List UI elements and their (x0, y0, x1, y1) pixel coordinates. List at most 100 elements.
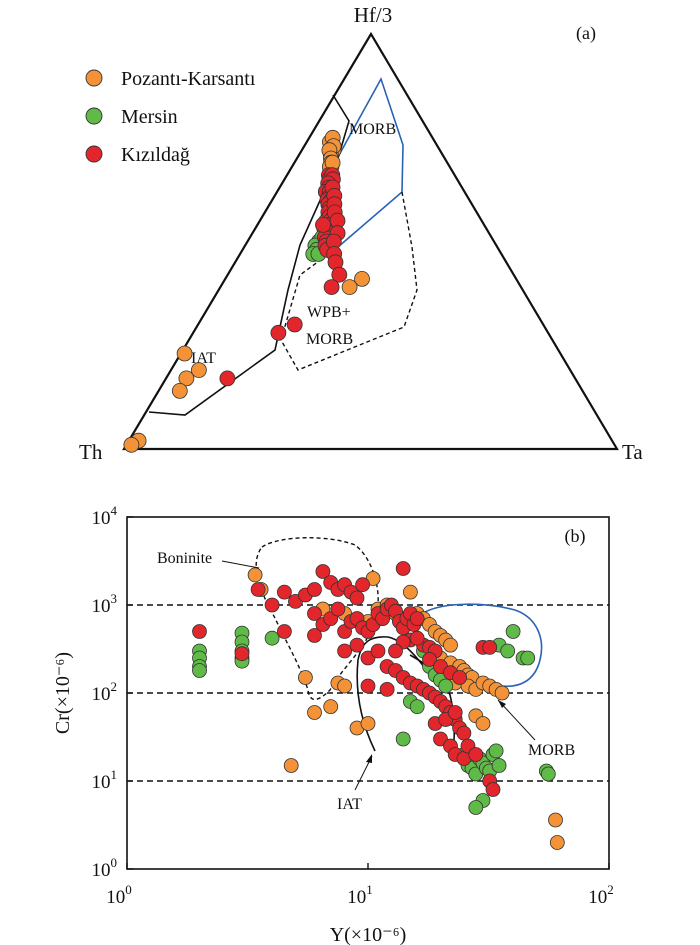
ternary-point-pozant-karsant-20 (341, 279, 358, 296)
panel-label-b: (b) (565, 526, 586, 547)
legend-marker-kizildag (85, 145, 103, 163)
legend: Pozantı-Karsantı Mersin Kızıldağ (85, 68, 256, 166)
ternary-point-pozant-karsant-14 (190, 362, 207, 379)
plot-b-point-pozant-karsant-40 (283, 758, 299, 773)
plot-b-point-k-z-lda-69 (388, 643, 403, 659)
wpb-field-label-line1: WPB+ (307, 304, 351, 321)
plot-b-point-k-z-lda-70 (422, 652, 437, 667)
plot-b-point-pozant-karsant-39 (360, 716, 376, 731)
morb-arrowhead (498, 700, 506, 708)
boninite-label: Boninite (157, 550, 212, 567)
ternary-point-k-z-lda-33 (331, 266, 348, 283)
y-tick-label-1: 101 (92, 767, 118, 793)
x-axis-title: Y(×10⁻⁶) (330, 924, 407, 945)
morb-label-pointer (497, 699, 536, 741)
apex-label-top: Hf/3 (354, 3, 393, 27)
plot-b-point-mersin-16 (409, 699, 425, 714)
plot-b-point-mersin-35 (468, 800, 484, 815)
plot-b-point-k-z-lda-0 (192, 624, 207, 639)
legend-label-kizildag: Kızıldağ (121, 144, 190, 166)
plot-b-point-k-z-lda-78 (447, 705, 463, 720)
legend-label-pozanti: Pozantı-Karsantı (121, 68, 256, 90)
plot-b-point-mersin-3 (192, 663, 207, 678)
plot-b-point-k-z-lda-37 (276, 624, 292, 639)
ternary-point-k-z-lda-37 (219, 370, 236, 387)
plot-b-point-pozant-karsant-0 (247, 567, 263, 583)
plot-b-point-k-z-lda-38 (307, 628, 322, 643)
ternary-triangle (122, 31, 619, 451)
iat-field-label: IAT (191, 350, 216, 367)
x-tick-label-0: 100 (106, 882, 132, 908)
plot-b-point-k-z-lda-68 (379, 682, 395, 697)
plot-b-point-k-z-lda-4 (276, 584, 292, 600)
boninite-field-outline (255, 537, 379, 701)
iat-field-outline (148, 94, 350, 416)
ternary-point-k-z-lda-34 (323, 279, 340, 296)
plot-b-point-mersin-33 (491, 758, 507, 773)
ternary-point-pozant-karsant-16 (171, 382, 188, 399)
x-tick-label-2: 102 (588, 882, 614, 908)
morb-field-label: MORB (349, 121, 396, 138)
plot-b-point-k-z-lda-8 (315, 564, 331, 579)
plot-b-point-k-z-lda-14 (355, 577, 371, 593)
plot-b-point-k-z-lda-3 (264, 597, 280, 613)
plot-b-ticks: 100 101 102 100 101 102 103 104 (92, 503, 614, 908)
plot-b-point-pozant-karsant-37 (337, 678, 353, 694)
plot-b-point-pozant-karsant-32 (494, 685, 510, 701)
y-tick-label-4: 104 (92, 503, 118, 529)
apex-label-left: Th (79, 440, 103, 464)
plot-b-point-k-z-lda-13 (349, 590, 365, 606)
cr-y-panel: 100 101 102 100 101 102 103 104 (b) Boninite MO… (52, 503, 614, 945)
plot-b-point-mersin-14 (438, 678, 454, 694)
ternary-point-pozant-karsant-13 (176, 345, 193, 362)
plot-b-point-k-z-lda-1 (234, 646, 250, 662)
plot-b-point-k-z-lda-82 (485, 782, 501, 797)
ternary-point-k-z-lda-35 (286, 316, 303, 333)
y-tick-label-3: 103 (92, 591, 118, 617)
plot-b-point-mersin-37 (540, 766, 556, 782)
y-axis-title: Cr(×10⁻⁶) (52, 652, 74, 734)
plot-b-point-mersin-9 (264, 630, 280, 646)
ternary-point-k-z-lda-36 (270, 324, 287, 341)
y-tick-label-2: 102 (92, 679, 118, 705)
plot-b-point-pozant-karsant-33 (297, 670, 313, 685)
plot-b-point-mersin-20 (505, 624, 521, 639)
wpb-field-label-line2: MORB (306, 331, 353, 348)
iat-label-b: IAT (337, 796, 362, 813)
ternary-point-k-z-lda-38 (315, 216, 332, 233)
plot-b-points (192, 561, 565, 850)
plot-b-point-k-z-lda-36 (395, 561, 411, 576)
plot-b-point-k-z-lda-7 (307, 582, 322, 597)
morb-label-b: MORB (528, 742, 575, 759)
apex-label-right: Ta (622, 440, 643, 464)
plot-b-point-k-z-lda-39 (337, 643, 353, 659)
plot-b-point-pozant-karsant-34 (307, 705, 322, 720)
plot-b-point-mersin-19 (500, 643, 516, 659)
ternary-points (123, 129, 370, 453)
plot-b-point-k-z-lda-18 (330, 601, 346, 617)
plot-b-point-k-z-lda-40 (349, 637, 365, 653)
iat-arrowhead (366, 754, 372, 763)
plot-b-point-pozant-karsant-44 (549, 835, 565, 850)
plot-b-point-k-z-lda-65 (409, 630, 425, 646)
plot-b-point-k-z-lda-67 (360, 678, 376, 694)
plot-b-point-mersin-22 (520, 650, 536, 666)
legend-marker-mersin (85, 107, 103, 125)
y-tick-label-0: 100 (92, 855, 118, 881)
ternary-panel: Hf/3 Th Ta (a) MORB WPB+ MORB IAT Pozant… (79, 3, 643, 464)
ternary-point-pozant-karsant-19 (354, 270, 370, 287)
plot-b-point-pozant-karsant-11 (402, 584, 418, 600)
legend-label-mersin: Mersin (121, 106, 178, 128)
plot-b-point-k-z-lda-73 (452, 670, 468, 685)
plot-b-point-k-z-lda-15 (307, 606, 322, 621)
panel-label-a: (a) (576, 23, 596, 44)
ternary-point-pozant-karsant-15 (178, 370, 195, 387)
plot-b-point-k-z-lda-35 (409, 611, 425, 626)
plot-b-point-pozant-karsant-43 (548, 812, 563, 828)
plot-b-point-mersin-32 (488, 743, 504, 759)
legend-marker-pozanti (85, 69, 103, 87)
plot-b-point-pozant-karsant-42 (475, 716, 491, 731)
x-tick-label-1: 101 (347, 882, 373, 908)
plot-b-point-pozant-karsant-35 (323, 699, 339, 714)
